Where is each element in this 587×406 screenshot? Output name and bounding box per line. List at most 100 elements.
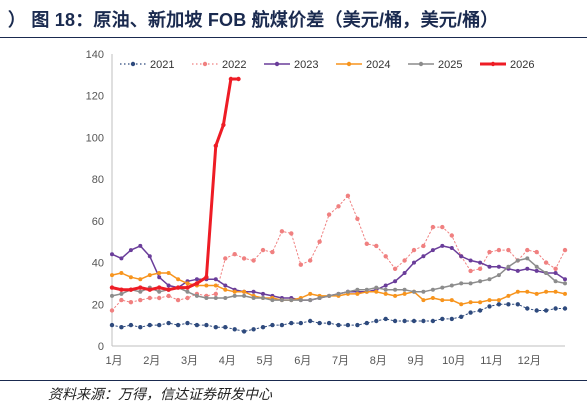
data-point <box>487 264 492 269</box>
data-point <box>223 283 228 288</box>
data-point <box>506 264 511 269</box>
data-point <box>506 302 511 307</box>
data-point <box>534 308 539 313</box>
data-point <box>176 277 181 282</box>
data-point <box>308 318 313 324</box>
data-point <box>232 327 237 332</box>
data-point <box>185 281 190 286</box>
legend-marker <box>490 61 496 67</box>
series-line-2026 <box>110 77 240 292</box>
y-tick-label: 60 <box>92 216 104 228</box>
y-tick-label: 100 <box>86 132 104 144</box>
data-point <box>430 287 435 292</box>
data-point <box>175 322 181 328</box>
data-point <box>236 76 241 82</box>
data-point <box>279 322 285 328</box>
data-point <box>204 296 209 300</box>
data-point <box>128 300 134 305</box>
data-point <box>119 297 124 303</box>
data-point <box>327 293 332 298</box>
data-point <box>411 247 417 253</box>
data-point <box>402 258 407 263</box>
data-point <box>411 318 417 324</box>
data-point <box>119 256 124 261</box>
data-point <box>289 231 294 236</box>
data-point <box>110 293 114 298</box>
data-point <box>515 268 520 273</box>
data-point <box>374 285 379 290</box>
data-point <box>251 289 256 294</box>
data-point <box>175 285 181 290</box>
data-point <box>364 287 369 292</box>
data-point <box>449 233 454 238</box>
data-point <box>194 277 199 282</box>
legend-label: 2021 <box>150 59 174 71</box>
data-point <box>430 296 435 300</box>
data-point <box>449 298 454 303</box>
data-point <box>525 306 530 311</box>
data-point <box>515 289 520 294</box>
data-point <box>412 289 416 294</box>
data-point <box>213 291 218 297</box>
data-point <box>534 249 539 255</box>
data-point <box>232 289 237 294</box>
data-point <box>506 247 511 253</box>
legend-item-2024: 2024 <box>336 59 390 71</box>
chart-legend: 2021 2022 2023 2024 2025 2026 <box>120 59 534 71</box>
data-point <box>468 281 473 286</box>
data-point <box>109 322 115 328</box>
data-point <box>562 306 568 311</box>
data-point <box>430 318 436 324</box>
data-point <box>506 293 511 298</box>
data-point <box>223 325 228 330</box>
data-point <box>251 296 256 300</box>
data-point <box>289 320 294 326</box>
data-point <box>487 249 492 255</box>
data-point <box>364 320 369 326</box>
data-point <box>543 260 549 265</box>
data-point <box>317 296 322 300</box>
x-tick-label: 8月 <box>370 355 387 367</box>
data-point <box>393 279 398 284</box>
data-point <box>138 297 143 303</box>
data-point <box>213 296 218 300</box>
data-point <box>525 266 530 271</box>
data-point <box>336 204 341 209</box>
data-point <box>374 318 379 324</box>
data-point <box>553 306 558 311</box>
data-point <box>147 287 152 292</box>
legend-item-2026: 2026 <box>480 59 534 71</box>
series-2026 <box>109 76 241 292</box>
data-point <box>563 281 567 286</box>
figure-title: ） 图 18：原油、新加坡 FOB 航煤价差（美元/桶，美元/桶） <box>8 10 499 30</box>
data-point <box>440 243 445 248</box>
x-tick-label: 12月 <box>518 355 541 367</box>
y-tick-label: 80 <box>92 174 104 186</box>
data-point <box>534 268 539 273</box>
data-point <box>119 291 124 296</box>
data-point <box>383 287 388 292</box>
footer-divider <box>0 380 587 381</box>
data-point <box>308 291 313 296</box>
data-point <box>242 293 247 298</box>
data-point <box>468 258 473 263</box>
data-point <box>119 271 124 275</box>
data-point <box>525 256 530 261</box>
data-point <box>383 291 388 296</box>
data-point <box>553 279 558 284</box>
data-point <box>496 302 502 307</box>
series-layer <box>109 76 568 334</box>
data-point <box>392 266 398 271</box>
legend-marker <box>130 61 136 67</box>
data-point <box>128 248 133 253</box>
data-point <box>147 254 152 259</box>
data-point <box>534 291 539 296</box>
data-point <box>251 327 256 332</box>
data-point <box>194 322 200 328</box>
legend-item-2023: 2023 <box>264 59 318 71</box>
data-point <box>553 271 558 275</box>
data-point <box>459 302 464 307</box>
data-point <box>157 285 162 290</box>
data-point <box>468 310 473 315</box>
data-point <box>223 296 228 300</box>
